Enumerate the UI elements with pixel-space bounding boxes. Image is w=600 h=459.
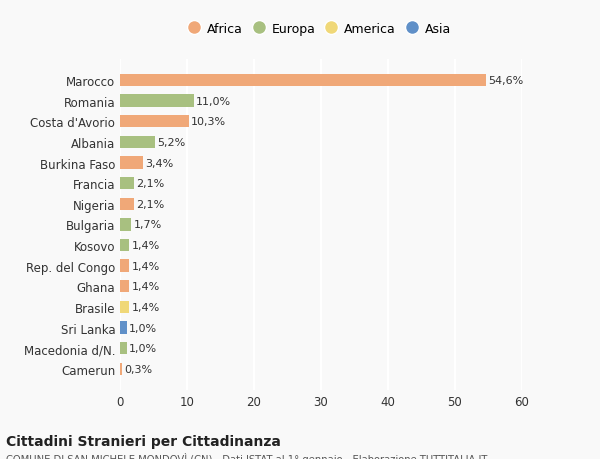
- Bar: [120, 239, 130, 252]
- Text: COMUNE DI SAN MICHELE MONDOVÌ (CN) - Dati ISTAT al 1° gennaio - Elaborazione TUT: COMUNE DI SAN MICHELE MONDOVÌ (CN) - Dat…: [6, 452, 487, 459]
- Bar: [120, 136, 155, 149]
- Bar: [120, 301, 130, 313]
- Text: 2,1%: 2,1%: [136, 179, 164, 189]
- Bar: [120, 219, 131, 231]
- Text: 3,4%: 3,4%: [145, 158, 173, 168]
- Text: 54,6%: 54,6%: [488, 76, 523, 86]
- Bar: [120, 95, 194, 107]
- Bar: [120, 198, 134, 211]
- Bar: [120, 280, 130, 293]
- Text: 1,4%: 1,4%: [131, 302, 160, 312]
- Bar: [120, 157, 143, 169]
- Text: Cittadini Stranieri per Cittadinanza: Cittadini Stranieri per Cittadinanza: [6, 434, 281, 448]
- Bar: [120, 75, 486, 87]
- Text: 1,7%: 1,7%: [133, 220, 161, 230]
- Text: 5,2%: 5,2%: [157, 138, 185, 148]
- Text: 2,1%: 2,1%: [136, 199, 164, 209]
- Text: 1,0%: 1,0%: [129, 343, 157, 353]
- Text: 1,4%: 1,4%: [131, 241, 160, 251]
- Legend: Africa, Europa, America, Asia: Africa, Europa, America, Asia: [191, 23, 451, 36]
- Text: 11,0%: 11,0%: [196, 96, 231, 106]
- Bar: [120, 178, 134, 190]
- Bar: [120, 260, 130, 272]
- Bar: [120, 363, 122, 375]
- Text: 10,3%: 10,3%: [191, 117, 226, 127]
- Bar: [120, 322, 127, 334]
- Text: 0,3%: 0,3%: [124, 364, 152, 374]
- Text: 1,4%: 1,4%: [131, 282, 160, 291]
- Text: 1,0%: 1,0%: [129, 323, 157, 333]
- Bar: [120, 116, 189, 128]
- Bar: [120, 342, 127, 354]
- Text: 1,4%: 1,4%: [131, 261, 160, 271]
